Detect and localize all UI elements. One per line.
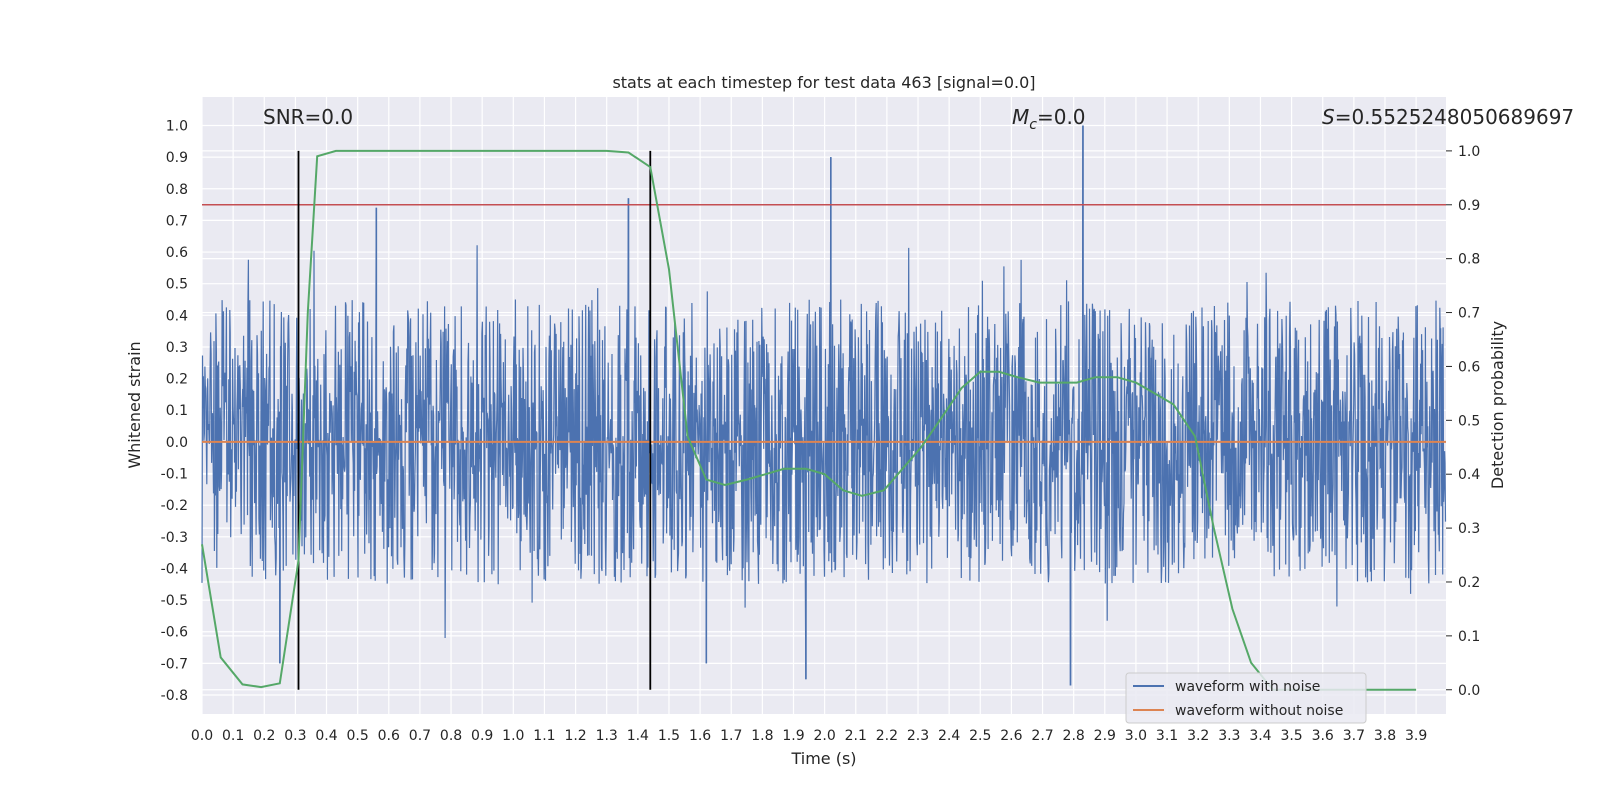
x-tick-label: 3.2 [1187, 728, 1209, 744]
x-tick-label: 1.7 [720, 728, 742, 744]
y-tick-label: 0.1 [166, 403, 188, 419]
detection-probability-line [201, 149, 1417, 691]
x-tick-label: 3.3 [1218, 728, 1240, 744]
y-tick-label: 0.9 [166, 150, 188, 166]
y-tick-label: -0.8 [161, 688, 188, 704]
y-tick-label: -0.1 [161, 467, 188, 483]
x-ticks: 0.0 0.1 0.2 0.3 0.4 0.5 0.6 0.7 0.8 0.9 1.0 1.1 1.2 1… [191, 728, 1427, 744]
y-tick-label: 0.0 [166, 435, 188, 451]
y2-tick-label: 0.7 [1458, 306, 1480, 322]
x-tick-label: 1.3 [596, 728, 618, 744]
legend-label-noise: waveform with noise [1175, 679, 1320, 695]
x-tick-label: 3.0 [1125, 728, 1147, 744]
chirp-mass-annotation: Mc=0.0 [1012, 105, 1086, 133]
y-tick-label: 0.8 [166, 182, 188, 198]
chirp-mass-value: =0.0 [1037, 105, 1086, 129]
legend-label-clean: waveform without noise [1175, 703, 1343, 719]
chart-title: stats at each timestep for test data 463… [612, 73, 1035, 92]
y2-tick-label: 0.2 [1458, 575, 1480, 591]
y-tick-label: 0.3 [166, 340, 188, 356]
x-tick-label: 0.6 [378, 728, 400, 744]
y2-tick-label: 0.5 [1458, 413, 1480, 429]
x-tick-label: 1.4 [627, 728, 649, 744]
x-tick-label: 1.8 [751, 728, 773, 744]
x-tick-label: 0.1 [222, 728, 244, 744]
score-value: =0.5525248050689697 [1335, 105, 1574, 129]
x-tick-label: 2.3 [907, 728, 929, 744]
x-tick-label: 1.9 [782, 728, 804, 744]
y-tick-label: -0.7 [161, 656, 188, 672]
chirp-mass-subscript: c [1029, 117, 1037, 133]
x-tick-label: 1.6 [689, 728, 711, 744]
x-tick-label: 2.5 [969, 728, 991, 744]
x-tick-label: 0.0 [191, 728, 213, 744]
y2-tick-label: 0.8 [1458, 252, 1480, 268]
snr-annotation: SNR=0.0 [263, 105, 353, 129]
y2-tick-label: 0.4 [1458, 467, 1480, 483]
x-tick-label: 3.4 [1249, 728, 1271, 744]
x-tick-label: 0.5 [347, 728, 369, 744]
x-tick-label: 2.1 [845, 728, 867, 744]
x-tick-label: 3.7 [1343, 728, 1365, 744]
x-tick-label: 0.8 [440, 728, 462, 744]
y-tick-label: -0.5 [161, 593, 188, 609]
x-tick-label: 0.2 [253, 728, 275, 744]
x-tick-label: 1.0 [502, 728, 524, 744]
x-tick-label: 0.7 [409, 728, 431, 744]
y2-tick-label: 0.1 [1458, 629, 1480, 645]
y-ticks: -0.8 -0.7 -0.6 -0.5 -0.4 -0.3 -0.2 -0.1 0.0 0.1 0.… [161, 118, 188, 704]
y-tick-label: 0.5 [166, 277, 188, 293]
x-tick-label: 2.0 [813, 728, 835, 744]
x-tick-label: 3.1 [1156, 728, 1178, 744]
y-tick-label: 0.7 [166, 213, 188, 229]
y2-tick-label: 0.6 [1458, 359, 1480, 375]
y-tick-label: 1.0 [166, 118, 188, 134]
x-tick-label: 0.4 [315, 728, 337, 744]
y2-tick-label: 0.9 [1458, 198, 1480, 214]
y-axis-label: Whitened strain [125, 341, 144, 468]
x-tick-label: 3.8 [1374, 728, 1396, 744]
y2-tick-label: 0.0 [1458, 683, 1480, 699]
score-symbol: S [1322, 105, 1335, 129]
x-tick-label: 2.9 [1094, 728, 1116, 744]
y-tick-label: 0.4 [166, 308, 188, 324]
y-tick-label: -0.3 [161, 530, 188, 546]
y2-tick-label: 0.3 [1458, 521, 1480, 537]
x-tick-label: 2.2 [876, 728, 898, 744]
x-tick-label: 0.3 [284, 728, 306, 744]
x-tick-label: 2.4 [938, 728, 960, 744]
y-tick-label: -0.4 [161, 561, 188, 577]
y2-tick-label: 1.0 [1458, 144, 1480, 160]
vertical-markers [297, 150, 652, 690]
x-tick-label: 1.1 [533, 728, 555, 744]
y2-ticks: 0.0 0.1 0.2 0.3 0.4 0.5 0.6 0.7 0.8 0.9 1.0 [1446, 144, 1480, 699]
y-tick-label: -0.6 [161, 625, 188, 641]
y-tick-label: 0.2 [166, 372, 188, 388]
x-tick-label: 2.8 [1063, 728, 1085, 744]
chirp-mass-symbol: M [1012, 105, 1029, 129]
x-tick-label: 1.2 [564, 728, 586, 744]
x-tick-label: 3.9 [1405, 728, 1427, 744]
y2-axis-label: Detection probability [1488, 321, 1507, 489]
x-tick-label: 0.9 [471, 728, 493, 744]
legend-box [1125, 672, 1367, 724]
legend: waveform with noise waveform without noi… [1125, 672, 1367, 724]
x-tick-label: 1.5 [658, 728, 680, 744]
x-tick-label: 2.6 [1000, 728, 1022, 744]
x-tick-label: 3.6 [1312, 728, 1334, 744]
x-tick-label: 2.7 [1031, 728, 1053, 744]
y-tick-label: 0.6 [166, 245, 188, 261]
score-annotation: S=0.5525248050689697 [1322, 105, 1574, 129]
x-axis-label: Time (s) [790, 749, 856, 768]
y-tick-label: -0.2 [161, 498, 188, 514]
x-tick-label: 3.5 [1280, 728, 1302, 744]
waveform-with-noise-line [201, 125, 1447, 686]
